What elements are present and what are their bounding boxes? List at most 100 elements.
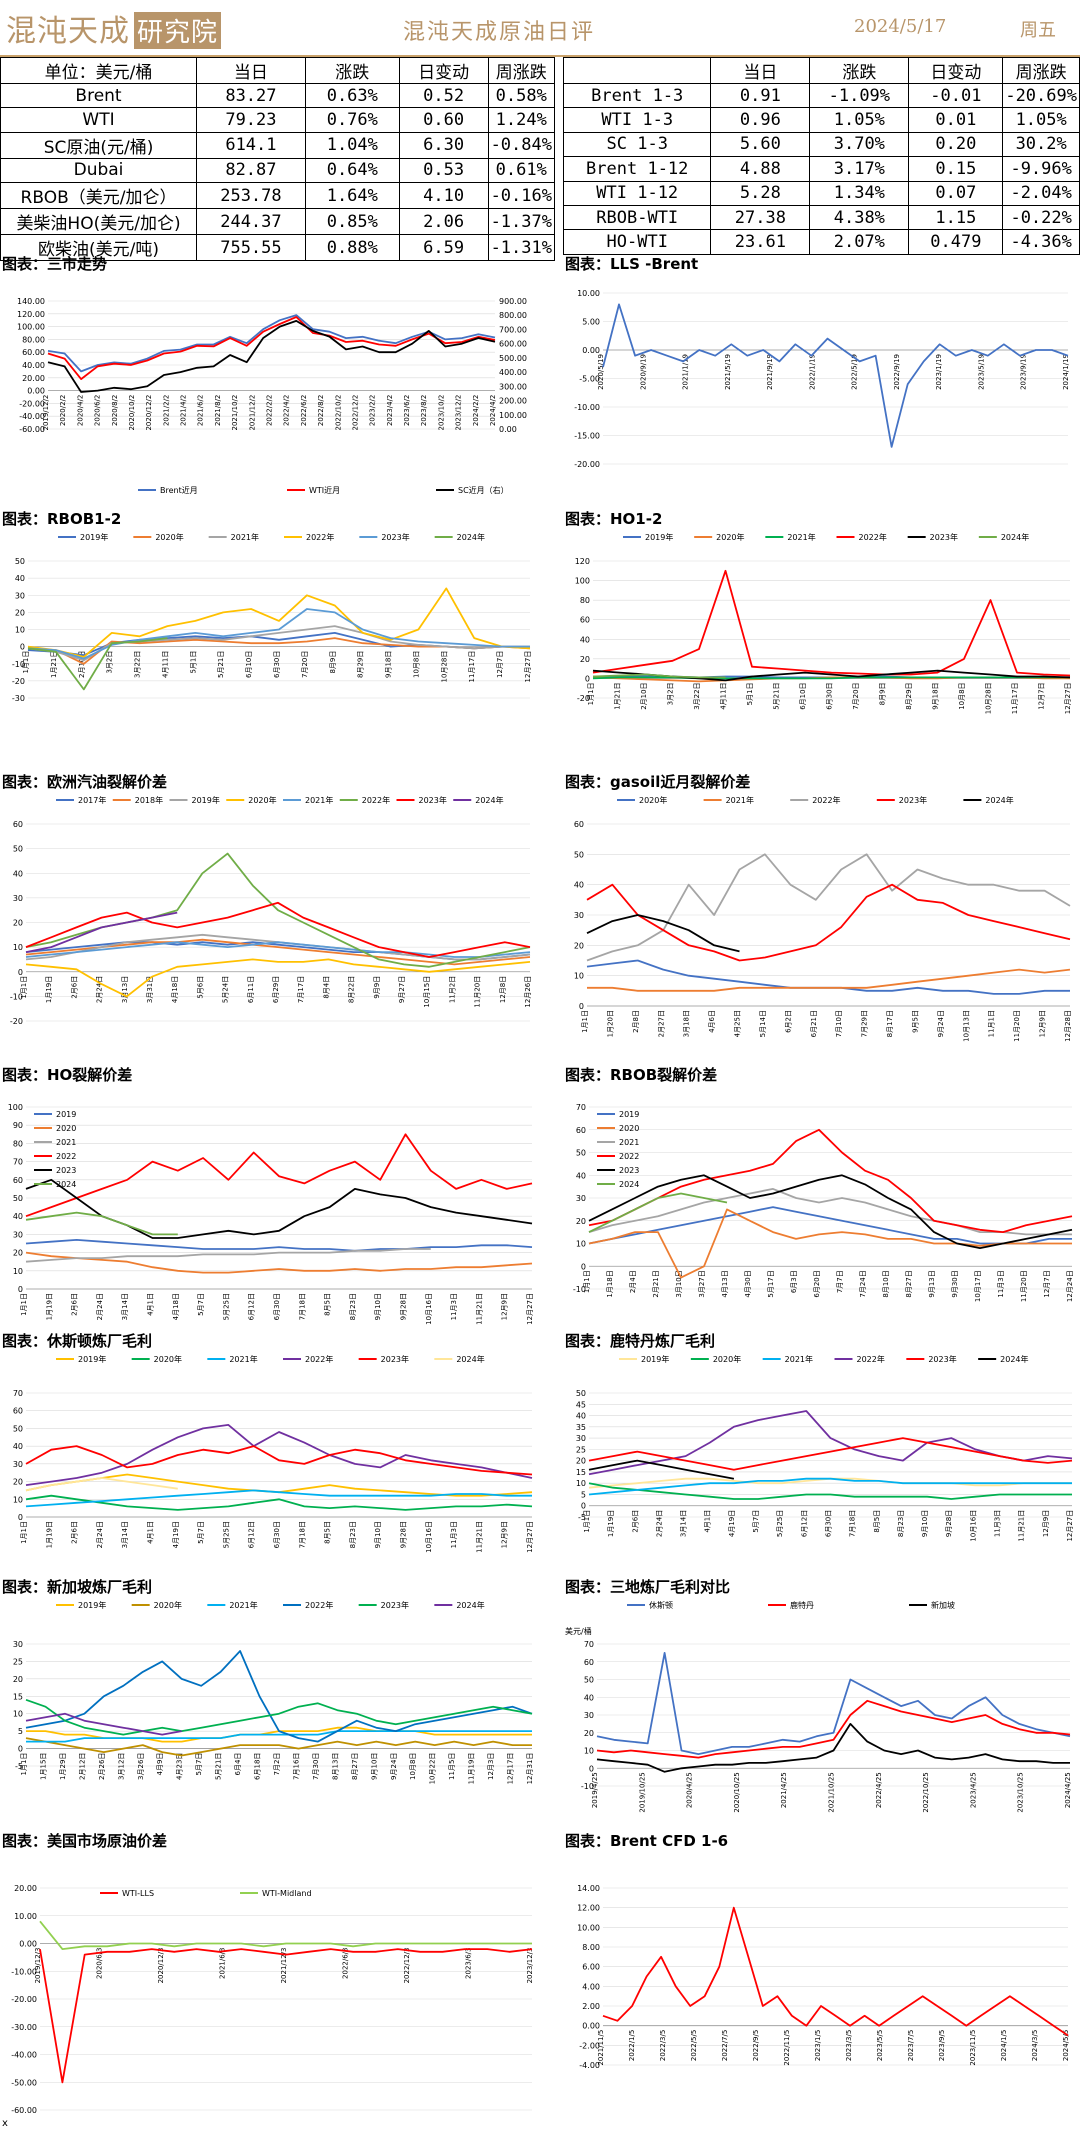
y-axis-label: 美元/桶	[565, 1626, 592, 1636]
x-tick-label: 5月14日	[759, 1010, 767, 1037]
chart-c9: 0 10 20 30 40 50 60 70 1月1日 1月19日 2月6日 2月24日 3月14日 4月…	[0, 1348, 540, 1575]
table-cell: 23.61	[710, 229, 811, 255]
legend-label: 2023年	[381, 1600, 409, 1610]
x-tick-label: 4月23日	[176, 1753, 184, 1780]
y-tick-label: 30	[15, 591, 25, 600]
chart-title: 图表：三地炼厂毛利对比	[565, 1578, 731, 1596]
y-tick-label: 0	[585, 674, 590, 683]
legend-label: 2022年	[305, 1600, 333, 1610]
table-cell: -20.69%	[1002, 82, 1080, 109]
row-label: HO-WTI	[562, 229, 712, 255]
legend-label: 2022年	[812, 795, 840, 805]
x-tick-label: 1月1日	[583, 1270, 591, 1293]
x-tick-label: 7月20日	[301, 651, 309, 678]
y-tick-label: 20	[574, 941, 584, 950]
y-tick-label: 10.00	[14, 1912, 37, 1921]
x-tick-label: 7月20日	[852, 682, 860, 709]
x-tick-label: 2022/4/2	[283, 395, 291, 426]
x-tick-label: 2020/10/2	[128, 395, 136, 431]
y-tick-label: 0	[581, 1262, 586, 1271]
row-label: WTI 1-3	[562, 107, 712, 133]
y-tick-label: 15	[13, 1692, 23, 1701]
table-cell: 2.07%	[809, 229, 910, 255]
series-line-0	[47, 314, 496, 373]
x-tick-label: 1月21日	[614, 682, 622, 709]
x-tick-label: 3月13日	[121, 976, 129, 1003]
x-tick-label: 11月3日	[450, 1521, 458, 1548]
x-tick-label: 1月29日	[59, 1753, 67, 1780]
y-tick-label: 50	[13, 1424, 23, 1433]
legend-label: 2020年	[154, 1354, 182, 1364]
y-tick-label: -40.00	[11, 2051, 37, 2060]
row-label: Brent 1-12	[562, 156, 712, 182]
y-tick-label: 40	[576, 1412, 586, 1421]
x-tick-label: 2021/12/3	[280, 1948, 288, 1984]
row-label: Brent 1-3	[562, 82, 712, 109]
legend-label: 2021年	[229, 1354, 257, 1364]
row-label: SC原油(元/桶)	[0, 131, 198, 159]
x-tick-label: 2023/5/19	[977, 354, 985, 390]
chart-svg: -30 -20 -10 0 10 20 30 40 50 1月1日 1月21日 2月10日 3月2日 3月…	[12, 532, 532, 703]
x-tick-label: 2020/12/3	[157, 1948, 165, 1984]
chart-title: 图表：休斯顿炼厂毛利	[2, 1332, 153, 1350]
x-tick-label: 9月28日	[400, 1521, 408, 1548]
series-line-1	[25, 1737, 532, 1757]
x-tick-label: 2月24日	[655, 1510, 663, 1537]
price-table-left: 单位：美元/桶 当日 涨跌 日变动 周涨跌 Brent 83.27 0.63% 0.52 0.5…	[0, 57, 556, 262]
y-tick-label: 20	[576, 1457, 586, 1466]
table-cell: 1.05%	[809, 107, 910, 133]
y-tick-label: -4.00	[579, 2061, 600, 2070]
series-line-6	[25, 901, 531, 958]
series-line-5	[592, 673, 726, 679]
table-cell: -1.09%	[809, 82, 910, 109]
x-tick-label: 2022/11/5	[783, 2030, 791, 2066]
x-tick-label: 6月30日	[826, 682, 834, 709]
x-tick-label: 2020/6/2	[94, 395, 102, 426]
x-tick-label: 2023/5/5	[876, 2030, 884, 2061]
y2-tick-label: 800.00	[499, 311, 527, 320]
x-tick-label: 2022/4/25	[875, 1772, 883, 1808]
table-cell: -0.01	[908, 82, 1004, 109]
x-tick-label: 2023/2/2	[369, 395, 377, 426]
y-tick-label: 10.00	[577, 1923, 600, 1932]
y-tick-label: 20.00	[14, 1884, 37, 1893]
x-tick-label: 8月10日	[882, 1270, 890, 1297]
x-tick-label: 2023/9/19	[1020, 354, 1028, 390]
x-tick-label: 5月7日	[752, 1510, 760, 1533]
legend-label: 2019	[56, 1110, 76, 1119]
legend-label: 2019年	[192, 795, 220, 805]
x-tick-label: 5月21日	[217, 651, 225, 678]
x-tick-label: 2月24日	[96, 1293, 104, 1320]
table-cell: 5.60	[710, 131, 811, 158]
table-cell: 79.23	[196, 107, 306, 133]
y-tick-label: 70	[576, 1103, 586, 1112]
series-line-5	[27, 637, 168, 691]
chart-title: 图表：HO裂解价差	[2, 1066, 133, 1084]
x-tick-label: 2023/9/5	[938, 2030, 946, 2061]
x-tick-label: 1月1日	[20, 976, 28, 999]
x-tick-label: 6月11日	[247, 976, 255, 1003]
x-tick-label: 2月24日	[96, 1521, 104, 1548]
x-tick-label: 7月30日	[312, 1753, 320, 1780]
table-cell: 1.15	[908, 204, 1004, 231]
x-tick-label: 2月10日	[78, 651, 86, 678]
x-tick-label: 3月2日	[667, 682, 675, 705]
x-tick-label: 2020/9/19	[639, 354, 647, 390]
x-tick-label: 2020/2/2	[59, 395, 67, 426]
y-tick-label: 50	[576, 1389, 586, 1398]
table-cell: 0.88%	[304, 234, 400, 262]
y-tick-label: -50.00	[11, 2078, 37, 2087]
x-tick-label: 2022/7/5	[721, 2030, 729, 2061]
y-tick-label: 60	[13, 820, 23, 829]
chart-svg: -20 -10 0 10 20 30 40 50 60 1月1日 1月19日 2月6日 2月24日 3月1…	[10, 795, 532, 1026]
series-line-3	[588, 1128, 1073, 1233]
chart-title: 图表：gasoil近月裂解价差	[565, 773, 751, 791]
x-tick-label: 10月8日	[412, 651, 420, 678]
series-line-2	[592, 676, 1070, 680]
x-tick-label: 3月10日	[675, 1270, 683, 1297]
chart-title: 图表：欧洲汽油裂解价差	[2, 773, 168, 791]
x-tick-label: 7月29日	[861, 1010, 869, 1037]
y2-tick-label: 200.00	[499, 397, 527, 406]
table-cell: 0.96	[710, 107, 811, 133]
x-tick-label: 8月27日	[905, 1270, 913, 1297]
